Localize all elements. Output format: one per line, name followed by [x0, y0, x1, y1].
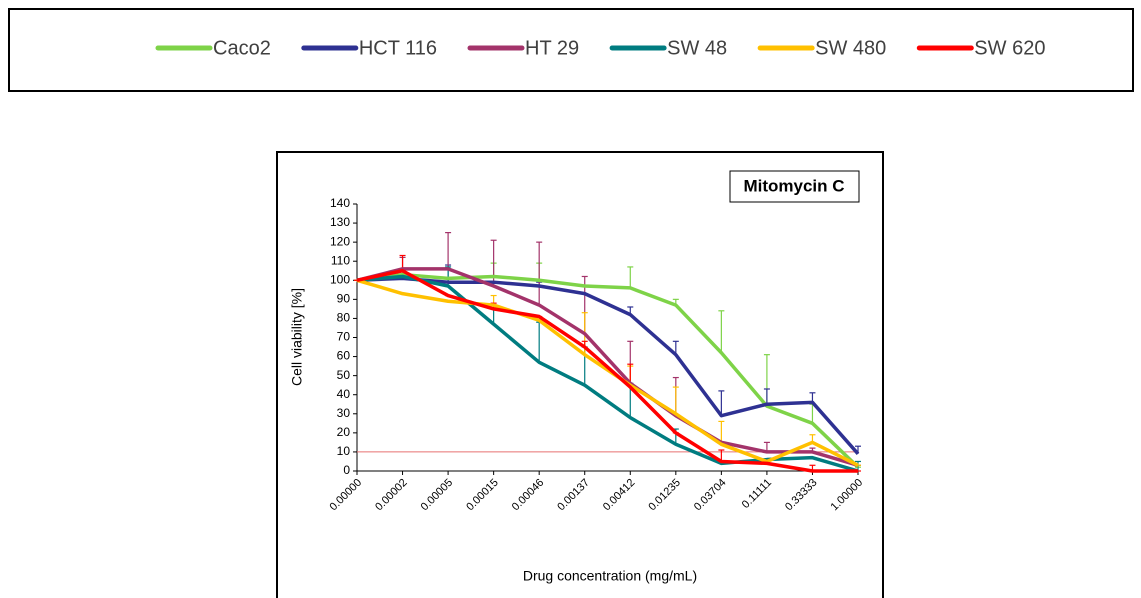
y-tick-label: 140	[330, 196, 350, 210]
series-line	[356, 278, 859, 467]
title-box	[729, 170, 860, 203]
x-axis-label: Drug concentration (mg/mL)	[523, 568, 697, 584]
y-tick-label: 80	[337, 311, 351, 325]
y-tick-label: 0	[343, 463, 350, 477]
legend-label: SW 480	[815, 37, 886, 59]
series-line	[356, 272, 860, 469]
y-tick-label: 110	[331, 253, 350, 267]
y-tick-label: 20	[337, 425, 351, 439]
chart-box	[276, 151, 884, 598]
y-tick-label: 90	[337, 292, 351, 306]
legend-label: HT 29	[525, 37, 579, 59]
legend-label: SW 48	[667, 37, 727, 59]
y-tick-label: 70	[337, 330, 351, 344]
legend-label: SW 620	[974, 37, 1045, 59]
y-tick-label: 120	[330, 234, 350, 248]
legend-label: HCT 116	[359, 37, 437, 59]
y-tick-label: 40	[337, 387, 351, 401]
series-line	[356, 269, 858, 473]
y-tick-label: 100	[330, 272, 350, 286]
series-line	[356, 276, 860, 455]
y-tick-label: 60	[337, 349, 351, 363]
y-tick-label: 130	[330, 215, 350, 229]
y-tick-label: 30	[337, 406, 351, 420]
legend-label: Caco2	[213, 37, 271, 59]
y-axis-label: Cell viability [%]	[289, 288, 305, 386]
y-tick-label: 10	[337, 444, 351, 458]
y-tick-label: 50	[337, 368, 351, 382]
chart-title: Mitomycin C	[743, 176, 844, 195]
series-line	[356, 267, 859, 467]
